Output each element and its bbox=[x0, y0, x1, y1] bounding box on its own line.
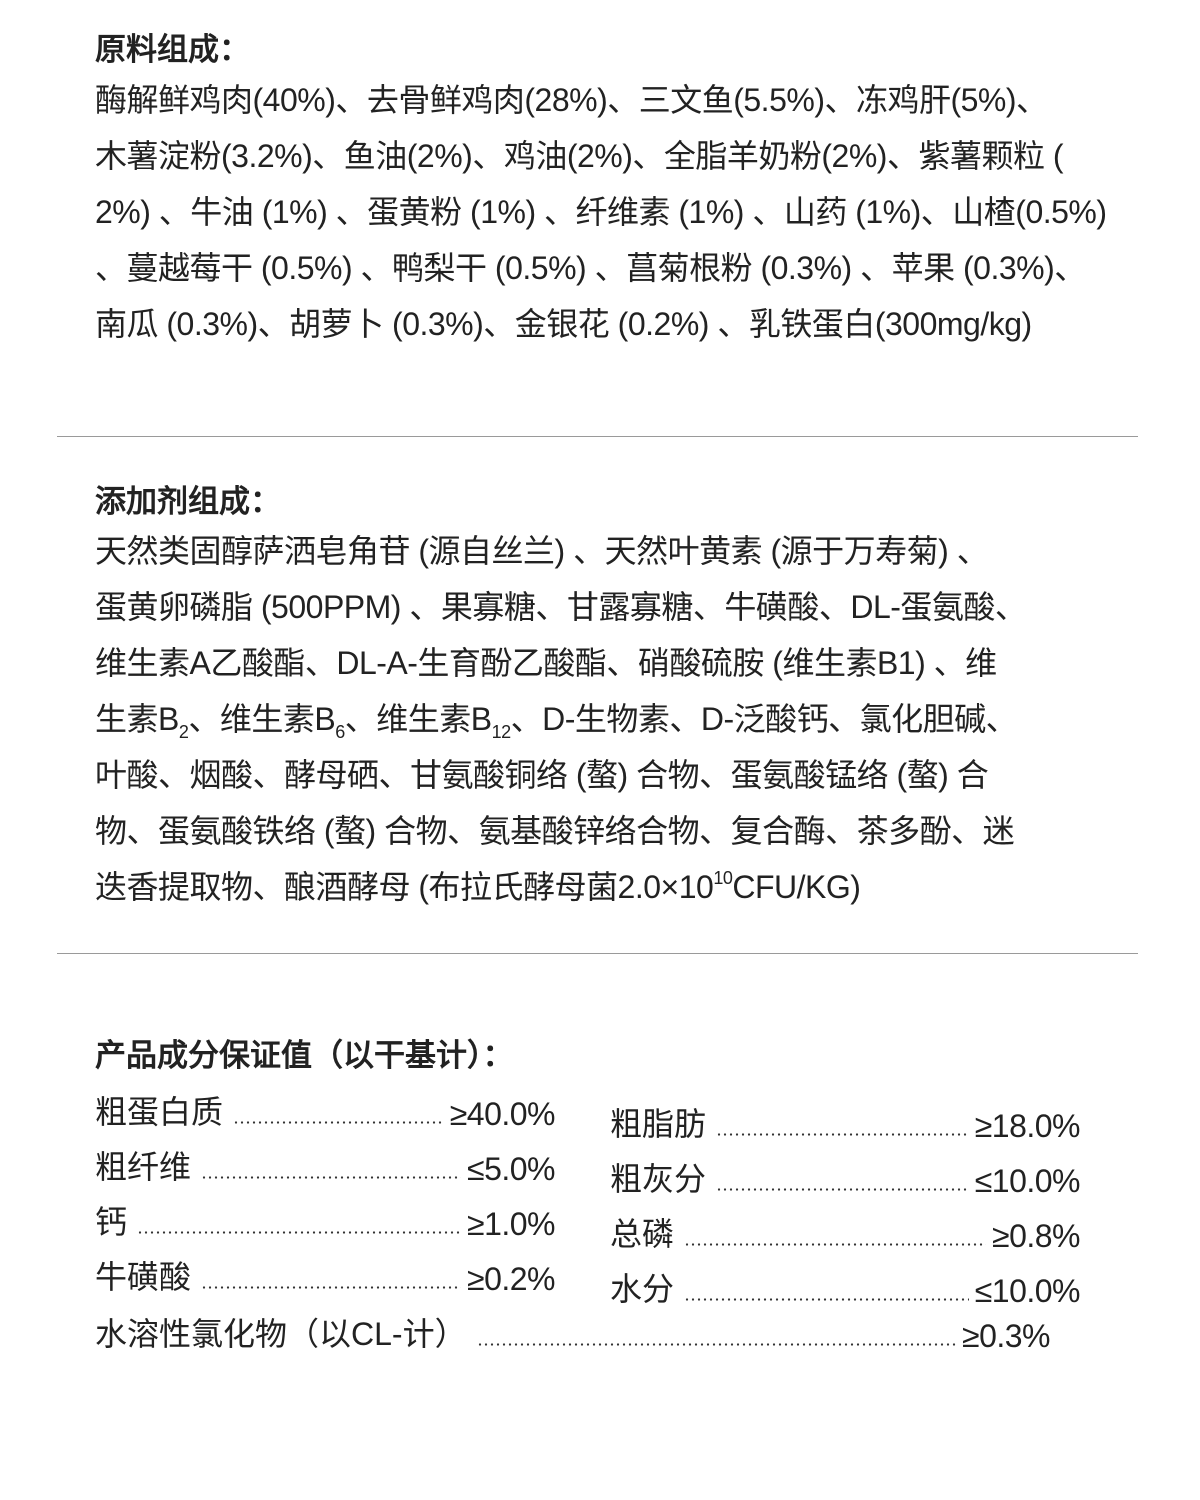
text-segment: CFU/KG) bbox=[732, 869, 861, 905]
nutrient-value: ≥0.2% bbox=[467, 1261, 556, 1297]
subscript: 6 bbox=[335, 722, 345, 742]
dot-leader bbox=[684, 1298, 969, 1301]
nutrient-label: 牛磺酸 bbox=[95, 1259, 192, 1295]
nutrient-value: ≥40.0% bbox=[449, 1096, 556, 1132]
dot-leader bbox=[233, 1121, 444, 1124]
additives-line: 叶酸、烟酸、酵母硒、甘氨酸铜络 (螯) 合物、蛋氨酸锰络 (螯) 合 bbox=[95, 747, 1026, 803]
guarantee-row: 粗脂肪 ≥18.0% bbox=[610, 1105, 1081, 1145]
raw-materials-line: 2%) 、牛油 (1%) 、蛋黄粉 (1%) 、纤维素 (1%) 、山药 (1%… bbox=[95, 194, 1107, 230]
nutrient-label: 粗脂肪 bbox=[610, 1106, 707, 1142]
guarantee-row: 粗纤维 ≤5.0% bbox=[95, 1148, 556, 1188]
guarantee-row: 粗蛋白质 ≥40.0% bbox=[95, 1093, 556, 1133]
additives-line: 蛋黄卵磷脂 (500PPM) 、果寡糖、甘露寡糖、牛磺酸、DL-蛋氨酸、 bbox=[95, 579, 1027, 635]
nutrient-label: 粗灰分 bbox=[610, 1161, 707, 1197]
guarantee-row: 总磷 ≥0.8% bbox=[610, 1215, 1081, 1255]
dot-leader bbox=[716, 1188, 969, 1191]
section-divider bbox=[57, 953, 1138, 954]
text-segment: 物、蛋氨酸铁络 (螯) 合物、氨基酸锌络合物、复合酶、茶多酚、迷 bbox=[95, 813, 1015, 849]
additives-line: 生素B2、维生素B6、维生素B12、D-生物素、D-泛酸钙、氯化胆碱、 bbox=[95, 691, 1026, 747]
dot-leader bbox=[476, 1343, 956, 1346]
dot-leader bbox=[201, 1286, 461, 1289]
additives-title: 添加剂组成： bbox=[95, 484, 281, 519]
text-segment: 维生素A乙酸酯、DL-A-生育酚乙酸酯、硝酸硫胺 (维生素B1) 、维 bbox=[95, 645, 997, 681]
dot-leader bbox=[137, 1231, 461, 1234]
text-segment: 天然类固醇萨洒皂角苷 (源自丝兰) 、天然叶黄素 (源于万寿菊) 、 bbox=[95, 533, 989, 569]
text-segment: 生素B bbox=[95, 701, 179, 737]
section-divider bbox=[57, 436, 1138, 437]
text-segment: 叶酸、烟酸、酵母硒、甘氨酸铜络 (螯) 合物、蛋氨酸锰络 (螯) 合 bbox=[95, 757, 989, 793]
nutrient-value: ≤10.0% bbox=[974, 1273, 1081, 1309]
nutrient-value: ≤10.0% bbox=[974, 1163, 1081, 1199]
text-segment: 蛋黄卵磷脂 (500PPM) 、果寡糖、甘露寡糖、牛磺酸、DL-蛋氨酸、 bbox=[95, 589, 1027, 625]
text-segment: 、D-生物素、D-泛酸钙、氯化胆碱、 bbox=[510, 701, 1018, 737]
nutrient-value: ≥1.0% bbox=[467, 1206, 556, 1242]
nutrient-value: ≥0.8% bbox=[992, 1218, 1081, 1254]
nutrient-label: 钙 bbox=[95, 1204, 128, 1240]
dot-leader bbox=[684, 1243, 986, 1246]
nutrient-label: 水溶性氯化物（以CL-计） bbox=[95, 1316, 467, 1352]
guarantee-row: 钙 ≥1.0% bbox=[95, 1203, 556, 1243]
nutrient-label: 粗蛋白质 bbox=[95, 1094, 224, 1130]
nutrient-value: ≥18.0% bbox=[974, 1108, 1081, 1144]
subscript: 12 bbox=[491, 722, 512, 742]
additives-list: 天然类固醇萨洒皂角苷 (源自丝兰) 、天然叶黄素 (源于万寿菊) 、蛋黄卵磷脂 … bbox=[95, 523, 1027, 915]
additives-line: 维生素A乙酸酯、DL-A-生育酚乙酸酯、硝酸硫胺 (维生素B1) 、维 bbox=[95, 635, 1026, 691]
raw-materials-line: 酶解鲜鸡肉(40%)、去骨鲜鸡肉(28%)、三文鱼(5.5%)、冻鸡肝(5%)、 bbox=[95, 82, 1048, 118]
raw-materials-line: 、蔓越莓干 (0.5%) 、鸭梨干 (0.5%) 、菖菊根粉 (0.3%) 、苹… bbox=[95, 250, 1086, 286]
raw-materials-line: 木薯淀粉(3.2%)、鱼油(2%)、鸡油(2%)、全脂羊奶粉(2%)、紫薯颗粒 … bbox=[95, 138, 1063, 174]
raw-materials-line: 南瓜 (0.3%)、胡萝卜 (0.3%)、金银花 (0.2%) 、乳铁蛋白(30… bbox=[95, 306, 1032, 342]
text-segment: 迭香提取物、酿酒酵母 (布拉氏酵母菌2.0×10 bbox=[95, 869, 714, 905]
additives-line: 迭香提取物、酿酒酵母 (布拉氏酵母菌2.0×1010CFU/KG) bbox=[95, 859, 1026, 915]
raw-materials-list: 酶解鲜鸡肉(40%)、去骨鲜鸡肉(28%)、三文鱼(5.5%)、冻鸡肝(5%)、… bbox=[95, 72, 1107, 352]
nutrient-label: 总磷 bbox=[610, 1216, 675, 1252]
nutrient-value: ≤5.0% bbox=[467, 1151, 556, 1187]
text-segment: 、维生素B bbox=[344, 701, 492, 737]
additives-line: 物、蛋氨酸铁络 (螯) 合物、氨基酸锌络合物、复合酶、茶多酚、迷 bbox=[95, 803, 1026, 859]
text-segment: 、维生素B bbox=[188, 701, 336, 737]
raw-materials-title: 原料组成： bbox=[95, 32, 250, 67]
guarantee-row: 水溶性氯化物（以CL-计） ≥0.3% bbox=[95, 1315, 1051, 1355]
additives-line: 天然类固醇萨洒皂角苷 (源自丝兰) 、天然叶黄素 (源于万寿菊) 、 bbox=[95, 523, 1026, 579]
guarantee-row: 粗灰分 ≤10.0% bbox=[610, 1160, 1081, 1200]
guarantee-row: 水分 ≤10.0% bbox=[610, 1270, 1081, 1310]
dot-leader bbox=[716, 1133, 969, 1136]
nutrient-value: ≥0.3% bbox=[962, 1318, 1051, 1354]
nutrient-label: 水分 bbox=[610, 1271, 675, 1307]
subscript: 2 bbox=[178, 722, 189, 742]
guarantee-row: 牛磺酸 ≥0.2% bbox=[95, 1258, 556, 1298]
superscript: 10 bbox=[713, 868, 733, 888]
nutrient-label: 粗纤维 bbox=[95, 1149, 192, 1185]
dot-leader bbox=[201, 1176, 461, 1179]
guarantee-title: 产品成分保证值（以干基计）： bbox=[95, 1038, 514, 1073]
